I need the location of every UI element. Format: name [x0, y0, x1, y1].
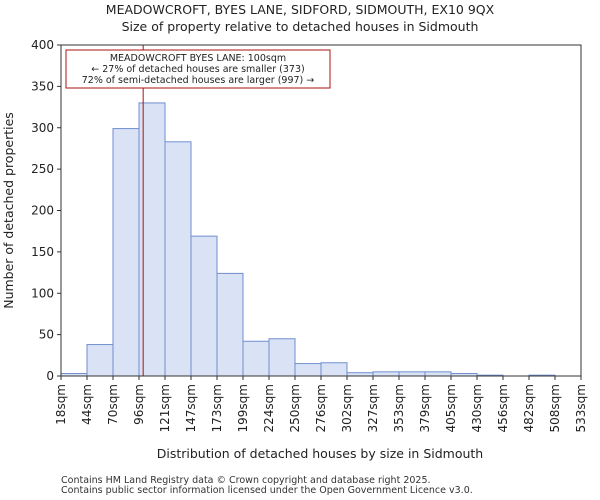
annotation-line-1: MEADOWCROFT BYES LANE: 100sqm [110, 53, 286, 64]
y-tick-label: 200 [31, 204, 54, 218]
bar-199sqm [242, 340, 270, 377]
footer-copyright: Contains HM Land Registry data © Crown c… [61, 475, 431, 486]
bar-276sqm [320, 362, 348, 377]
x-tick-label: 508sqm [548, 384, 562, 432]
y-tick-label: 0 [46, 369, 54, 383]
annotation-box: MEADOWCROFT BYES LANE: 100sqm ← 27% of d… [65, 49, 331, 89]
x-axis: 18sqm 44sqm 70sqm 96sqm 121sqm 147sqm 173sqm 19… [54, 376, 588, 432]
bar-173sqm [216, 272, 244, 377]
y-tick-label: 100 [31, 286, 54, 300]
chart-title: MEADOWCROFT, BYES LANE, SIDFORD, SIDMOUT… [106, 2, 495, 17]
x-tick-label: 96sqm [132, 384, 146, 425]
x-tick-label: 173sqm [210, 384, 224, 432]
x-tick-label: 18sqm [54, 384, 68, 425]
y-axis: 0 50 100 150 200 250 300 350 400 [31, 38, 61, 383]
x-tick-label: 224sqm [262, 384, 276, 432]
annotation-frame [65, 49, 331, 89]
bar-44sqm [86, 344, 114, 377]
bar-70sqm [112, 128, 140, 377]
bar-121sqm [164, 141, 192, 377]
bar-327sqm [372, 371, 400, 377]
x-tick-label: 353sqm [392, 384, 406, 432]
x-tick-label: 533sqm [574, 384, 588, 432]
bar-353sqm [398, 371, 426, 377]
x-tick-label: 276sqm [314, 384, 328, 432]
y-tick-label: 350 [31, 79, 54, 93]
x-tick-label: 199sqm [236, 384, 250, 432]
x-tick-label: 430sqm [470, 384, 484, 432]
x-axis-label: Distribution of detached houses by size … [157, 446, 483, 461]
bar-224sqm [268, 338, 296, 377]
bar-147sqm [190, 235, 218, 377]
annotation-line-3: 72% of semi-detached houses are larger (… [82, 75, 315, 86]
x-tick-label: 379sqm [418, 384, 432, 432]
x-tick-label: 327sqm [366, 384, 380, 432]
y-tick-label: 400 [31, 38, 54, 52]
footer-licence: Contains public sector information licen… [61, 485, 473, 496]
y-tick-label: 250 [31, 162, 54, 176]
chart-subtitle: Size of property relative to detached ho… [122, 19, 479, 34]
x-tick-label: 405sqm [444, 384, 458, 432]
x-tick-label: 121sqm [158, 384, 172, 432]
x-tick-label: 456sqm [496, 384, 510, 432]
y-tick-label: 300 [31, 121, 54, 135]
x-tick-label: 44sqm [80, 384, 94, 425]
x-tick-label: 147sqm [184, 384, 198, 432]
y-tick-label: 50 [39, 328, 54, 342]
bar-250sqm [294, 363, 322, 377]
x-tick-label: 70sqm [106, 384, 120, 425]
x-tick-label: 302sqm [340, 384, 354, 432]
annotation-line-2: ← 27% of detached houses are smaller (37… [91, 64, 304, 75]
x-tick-label: 482sqm [522, 384, 536, 432]
x-tick-label: 250sqm [288, 384, 302, 432]
y-axis-label: Number of detached properties [1, 112, 16, 309]
bar-379sqm [424, 371, 452, 377]
bars-group [60, 102, 556, 377]
y-tick-label: 150 [31, 245, 54, 259]
